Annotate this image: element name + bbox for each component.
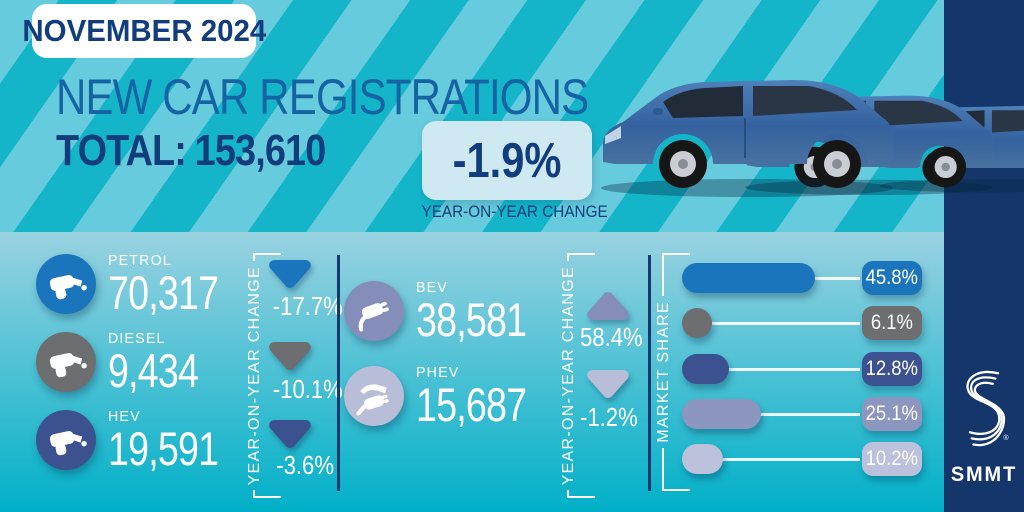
market-share-row-phev: 10.2% — [682, 442, 922, 476]
petrol-share-badge: 45.8% — [862, 261, 922, 295]
total-yoy-change-value: -1.9% — [452, 133, 562, 188]
fuel-value: 19,591 — [108, 422, 219, 475]
smmt-s-icon: ® — [966, 370, 1009, 447]
fuel-value: 38,581 — [416, 293, 527, 346]
phev-share-badge: 10.2% — [862, 442, 922, 476]
stat-row-petrol: PETROL 70,317 — [36, 252, 246, 317]
hev-share-badge: 12.8% — [862, 352, 922, 386]
bev-yoy-pct: 58.4% — [580, 322, 643, 352]
phev-share-bar — [682, 444, 723, 474]
market-share-row-petrol: 45.8% — [682, 261, 922, 295]
fuel-label: PHEV — [416, 364, 460, 381]
fuel-value: 15,687 — [416, 378, 527, 431]
yoy-axis-label-right: YEAR-ON-YEAR CHANGE — [560, 266, 577, 486]
phev-down-arrow-icon — [582, 366, 634, 402]
fuel-label: BEV — [416, 279, 448, 296]
total-label: TOTAL: — [56, 126, 187, 175]
bev-share-badge: 25.1% — [862, 397, 922, 431]
stat-row-hev: HEV 19,591 — [36, 408, 246, 473]
petrol-yoy-pct: -17.7% — [272, 291, 343, 321]
yoy-axis-bracket-left: YEAR-ON-YEAR CHANGE — [246, 253, 293, 499]
bev-up-arrow-icon — [582, 288, 634, 324]
petrol-down-arrow-icon — [264, 256, 316, 292]
stat-row-diesel: DIESEL 9,434 — [36, 330, 221, 395]
fuel-value: 70,317 — [108, 266, 219, 319]
diesel-share-badge: 6.1% — [862, 306, 922, 340]
market-share-row-hev: 12.8% — [682, 352, 922, 386]
total-yoy-change-caption: YEAR-ON-YEAR CHANGE — [421, 202, 608, 221]
market-share-label: MARKET SHARE — [655, 301, 672, 443]
svg-text:®: ® — [1003, 434, 1009, 442]
diesel-down-arrow-icon — [264, 338, 316, 374]
bev-share-bar — [682, 399, 762, 429]
cars-illustration — [600, 79, 1024, 198]
stat-row-bev: BEV 38,581 — [344, 279, 554, 344]
fuel-value: 9,434 — [108, 344, 199, 397]
fuel-label: PETROL — [108, 252, 172, 269]
market-share-bracket: MARKET SHARE — [655, 253, 702, 491]
month-badge-label: NOVEMBER 2024 — [22, 13, 266, 48]
ev-plug-icon — [344, 281, 404, 342]
petrol-pump-icon — [36, 254, 96, 315]
market-share-row-diesel: 6.1% — [682, 306, 922, 340]
section-divider — [648, 255, 651, 491]
hev-pump-icon — [36, 410, 96, 471]
petrol-share-bar — [682, 263, 816, 293]
phev-plug-pump-icon — [344, 366, 404, 427]
fuel-label: DIESEL — [108, 330, 166, 347]
phev-yoy-pct: -1.2% — [580, 402, 638, 432]
hev-share-bar — [682, 354, 730, 384]
total-yoy-change-box: -1.9% — [422, 121, 592, 200]
stat-row-phev: PHEV 15,687 — [344, 364, 554, 429]
total-registrations: TOTAL: 153,610 — [56, 126, 327, 176]
yoy-axis-label-left: YEAR-ON-YEAR CHANGE — [246, 266, 263, 486]
hev-yoy-pct: -3.6% — [276, 450, 334, 480]
smmt-wordmark: SMMT — [950, 463, 1018, 486]
month-badge: NOVEMBER 2024 — [22, 4, 266, 58]
smmt-logo: ® SMMT — [944, 368, 1024, 487]
market-share-row-bev: 25.1% — [682, 397, 922, 431]
fuel-label: HEV — [108, 408, 141, 425]
diesel-pump-icon — [36, 332, 96, 393]
page-title: NEW CAR REGISTRATIONS — [56, 69, 589, 125]
brand-sidebar — [944, 0, 1024, 512]
hev-down-arrow-icon — [264, 416, 316, 452]
total-value: 153,610 — [194, 126, 327, 175]
diesel-yoy-pct: -10.1% — [272, 374, 343, 404]
section-divider — [337, 255, 340, 491]
yoy-axis-bracket-right: YEAR-ON-YEAR CHANGE — [560, 253, 607, 499]
diesel-share-bar — [682, 308, 712, 338]
